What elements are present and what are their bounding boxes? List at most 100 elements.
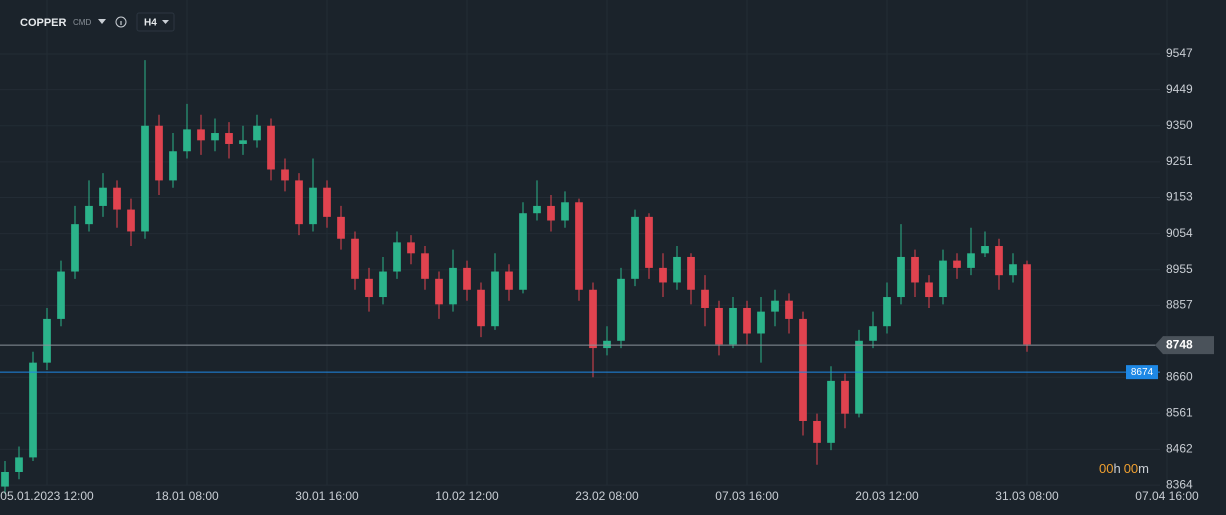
- y-tick-label: 9350: [1166, 118, 1193, 132]
- candle-body: [351, 238, 359, 279]
- candle-body: [225, 133, 233, 144]
- candle-body: [757, 311, 765, 334]
- y-tick-label: 9251: [1166, 154, 1193, 168]
- candle-body: [603, 340, 611, 349]
- candle-body: [43, 318, 51, 363]
- candle-body: [141, 125, 149, 232]
- candle-body: [771, 300, 779, 312]
- price-tag: [1126, 365, 1158, 380]
- candle-body: [995, 246, 1003, 276]
- x-tick-label: 05.01.2023 12:00: [0, 489, 94, 503]
- candle-body: [113, 187, 121, 210]
- timeframe[interactable]: H4: [144, 18, 157, 29]
- candle-body: [827, 380, 835, 443]
- candle-body: [659, 267, 667, 283]
- x-tick-label: 18.01 08:00: [155, 489, 219, 503]
- candle-body: [281, 169, 289, 181]
- candles: [1, 60, 1031, 494]
- candle-body: [29, 362, 37, 458]
- candle-body: [953, 260, 961, 268]
- candle-body: [883, 297, 891, 327]
- candle-body: [841, 380, 849, 414]
- countdown-hours: 00: [1099, 461, 1113, 476]
- candle-body: [211, 133, 219, 141]
- candle-body: [1009, 264, 1017, 276]
- y-tick-label: 9547: [1166, 46, 1193, 60]
- y-tick-label: 8561: [1166, 405, 1193, 419]
- candle-body: [855, 340, 863, 414]
- candle-body: [925, 282, 933, 298]
- candle-body: [897, 256, 905, 298]
- price-tag-label: 8674: [1131, 367, 1154, 378]
- candle-body: [309, 187, 317, 225]
- countdown: 00h 00m: [1099, 461, 1149, 476]
- overlay: 9547 9449 9350 9251 9153 9054 8955 8857 8660 8561…: [0, 46, 1214, 503]
- candle-body: [183, 129, 191, 152]
- price-tag: [1155, 336, 1214, 355]
- candle-body: [379, 271, 387, 298]
- candle-body: [323, 187, 331, 217]
- candle-body: [169, 151, 177, 181]
- candle-body: [813, 420, 821, 443]
- candle-body: [99, 187, 107, 206]
- x-tick-label: 23.02 08:00: [575, 489, 639, 503]
- candle-body: [939, 260, 947, 298]
- candle-body: [967, 253, 975, 268]
- dropdown-arrow[interactable]: [162, 20, 169, 24]
- symbol: COPPER: [20, 17, 67, 29]
- y-tick-label: 8955: [1166, 262, 1193, 276]
- y-tick-label: 8660: [1166, 369, 1193, 383]
- candle-body: [85, 205, 93, 225]
- candle-body: [253, 125, 261, 141]
- countdown-minutes: 00: [1124, 461, 1138, 476]
- candle-body: [127, 209, 135, 232]
- candle-body: [463, 267, 471, 290]
- candle-body: [365, 278, 373, 298]
- candle-body: [449, 267, 457, 305]
- candle-body: [799, 318, 807, 421]
- candle-body: [477, 289, 485, 327]
- market[interactable]: CMD: [73, 18, 91, 27]
- candle-body: [631, 216, 639, 279]
- timeframe-button[interactable]: [136, 12, 175, 32]
- candle-body: [687, 256, 695, 290]
- candle-body: [785, 300, 793, 319]
- candle-body: [407, 242, 415, 254]
- x-tick-label: 07.03 16:00: [715, 489, 779, 503]
- candle-body: [715, 307, 723, 345]
- candle-body: [701, 289, 709, 308]
- candle-body: [673, 256, 681, 283]
- dropdown-arrow[interactable]: [98, 19, 106, 24]
- x-tick-label: 20.03 12:00: [855, 489, 919, 503]
- info-icon[interactable]: [115, 16, 127, 28]
- candle-body: [505, 271, 513, 290]
- x-tick-label: 30.01 16:00: [295, 489, 359, 503]
- candle-body: [491, 271, 499, 327]
- candle-body: [421, 253, 429, 279]
- candle-body: [729, 307, 737, 345]
- y-tick-label: 9449: [1166, 82, 1193, 96]
- y-tick-label: 8364: [1166, 477, 1193, 491]
- candle-body: [155, 125, 163, 181]
- candle-body: [337, 216, 345, 239]
- candle-body: [645, 216, 653, 268]
- countdown-m: m: [1138, 461, 1149, 476]
- candle-body: [547, 205, 555, 221]
- candle-body: [869, 326, 877, 341]
- candle-body: [533, 205, 541, 214]
- y-tick-label: 8462: [1166, 442, 1193, 456]
- y-tick-label: 9153: [1166, 190, 1193, 204]
- candle-body: [435, 278, 443, 305]
- y-tick-label: 8857: [1166, 298, 1193, 312]
- countdown-h: h: [1113, 461, 1120, 476]
- candle-body: [71, 224, 79, 272]
- x-tick-label: 31.03 08:00: [995, 489, 1059, 503]
- candle-body: [519, 213, 527, 290]
- candle-body: [743, 307, 751, 334]
- candle-body: [589, 289, 597, 349]
- candle-body: [393, 242, 401, 272]
- x-tick-label: 10.02 12:00: [435, 489, 499, 503]
- candle-body: [57, 271, 65, 319]
